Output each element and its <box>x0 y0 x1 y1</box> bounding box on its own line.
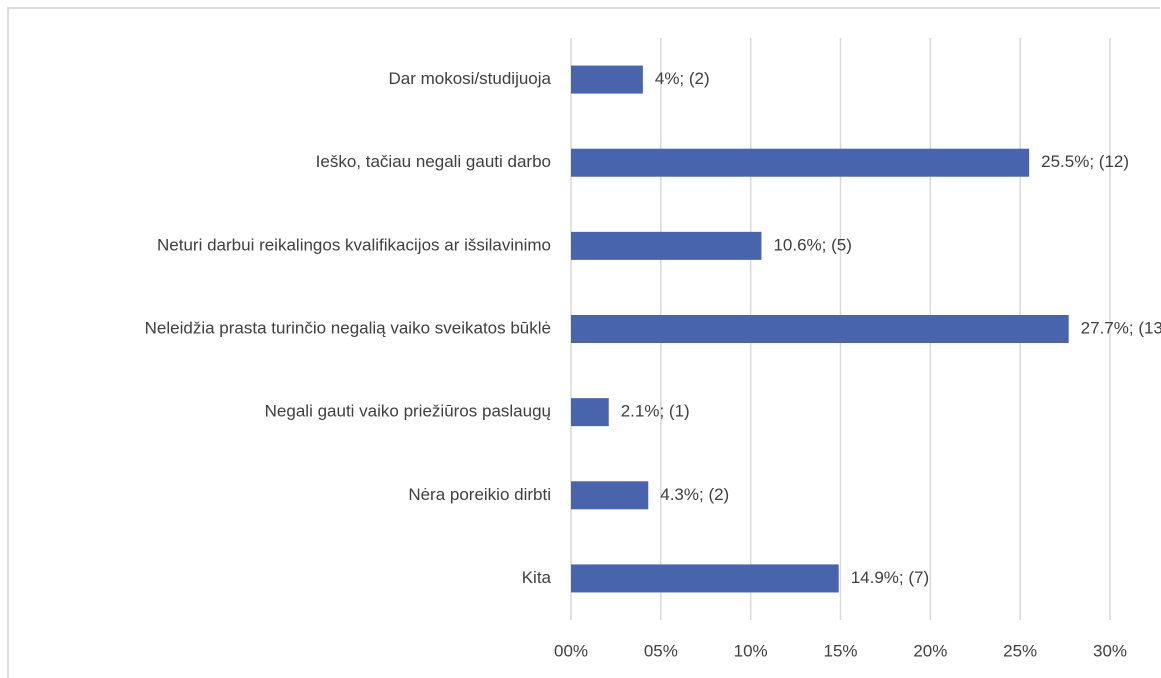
bar <box>571 65 643 94</box>
bar <box>571 315 1069 343</box>
x-tick-label: 00% <box>554 641 588 660</box>
y-tick-label: Ieško, tačiau negali gauti darbo <box>316 152 551 171</box>
bar <box>571 148 1030 177</box>
data-label: 14.9%; (7) <box>851 568 929 587</box>
y-tick-label: Kita <box>522 568 552 587</box>
x-tick-label: 25% <box>1003 641 1037 660</box>
bar <box>571 231 762 260</box>
y-tick-label: Neleidžia prasta turinčio negalią vaiko … <box>145 318 551 337</box>
data-label: 4%; (2) <box>655 69 710 88</box>
data-label: 2.1%; (1) <box>621 402 690 421</box>
data-label: 4.3%; (2) <box>660 485 729 504</box>
data-label: 10.6%; (5) <box>773 235 851 254</box>
y-tick-label: Dar mokosi/studijuoja <box>388 69 551 88</box>
x-tick-label: 20% <box>913 641 947 660</box>
data-label: 25.5%; (12) <box>1041 152 1129 171</box>
data-label: 27.7%; (13) <box>1081 318 1161 337</box>
x-tick-label: 30% <box>1093 641 1127 660</box>
bar <box>571 564 839 593</box>
x-tick-label: 10% <box>734 641 768 660</box>
x-tick-label: 05% <box>644 641 678 660</box>
bar <box>571 481 649 510</box>
frame <box>7 7 1160 678</box>
bar <box>571 398 609 427</box>
y-tick-label: Negali gauti vaiko priežiūros paslaugų <box>265 402 551 421</box>
y-tick-label: Neturi darbui reikalingos kvalifikacijos… <box>157 235 551 254</box>
y-tick-label: Nėra poreikio dirbti <box>408 485 551 504</box>
x-tick-label: 15% <box>823 641 857 660</box>
